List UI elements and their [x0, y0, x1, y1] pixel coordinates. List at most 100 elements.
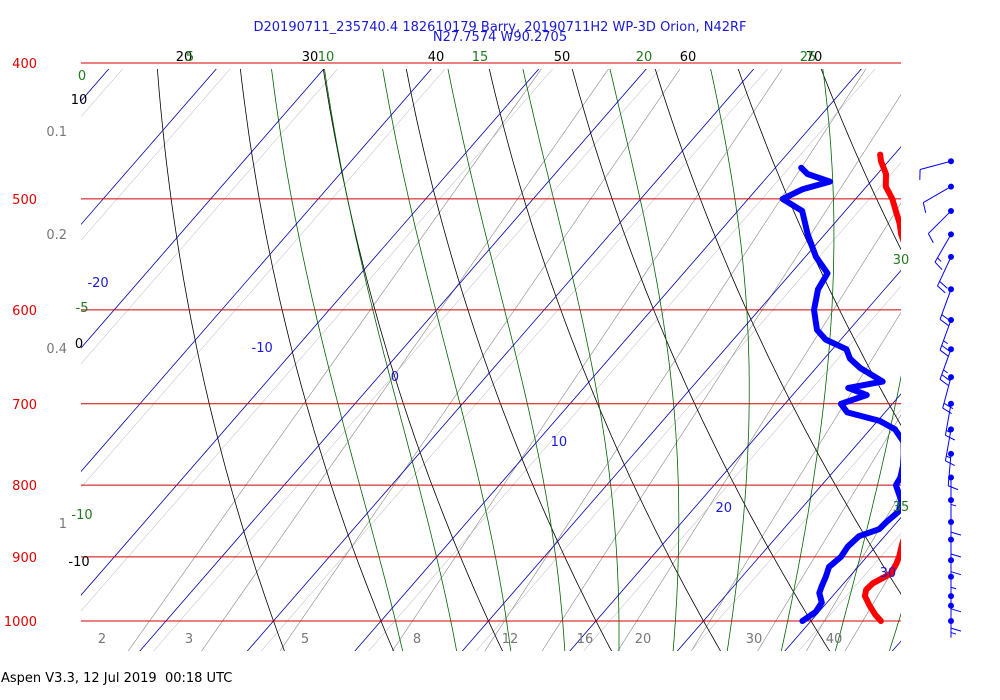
- wind-barb: [948, 474, 957, 510]
- mixing-ratio-line: [81, 69, 231, 241]
- wind-barb-flag: [943, 369, 948, 374]
- isotherm-lines: [0, 0, 901, 679]
- mixing-ratio-line: [127, 69, 542, 651]
- dry-adiabat-line: [970, 32, 1000, 657]
- moist-adiabat-label: 10: [318, 50, 335, 65]
- mixing-ratio-label: 1: [59, 517, 67, 532]
- isotherm-line: [139, 69, 647, 651]
- mixing-ratio-lines: [81, 0, 1000, 679]
- mixing-ratio-label: 40: [826, 632, 843, 647]
- mixing-ratio-label: 0.1: [46, 125, 67, 140]
- pressure-label: 900: [12, 551, 37, 566]
- mixing-ratio-line: [279, 69, 681, 651]
- mixing-ratio-line: [368, 69, 876, 651]
- wind-barb-flag: [942, 407, 952, 414]
- wind-barb-staff: [923, 186, 952, 204]
- wind-barb: [948, 536, 962, 576]
- isotherm-label: -10: [252, 341, 273, 356]
- wind-barb-flag: [937, 285, 946, 294]
- moist-adiabat-line: [324, 69, 458, 651]
- wind-barb: [939, 346, 954, 386]
- wind-barb-flag: [950, 553, 962, 558]
- mixing-ratio-label: 30: [746, 632, 763, 647]
- wind-barb-column: [919, 158, 962, 638]
- mixing-ratio-label: 20: [635, 632, 652, 647]
- wind-barb-flag: [950, 586, 957, 590]
- pressure-label: 800: [12, 479, 37, 494]
- isotherm-line: [354, 69, 862, 651]
- mixing-ratio-line: [484, 69, 867, 651]
- wind-barb-flag: [939, 281, 948, 289]
- moist-adiabat-line: [710, 69, 750, 651]
- wind-barb-flag: [937, 257, 942, 262]
- wind-barb: [937, 253, 954, 294]
- wind-barb-dot: [948, 618, 954, 624]
- moist-adiabat-label: 30: [893, 253, 910, 268]
- moist-adiabat-label: 20: [636, 50, 653, 65]
- wind-barb: [934, 231, 954, 271]
- mixing-ratio-line: [81, 69, 553, 612]
- isotherm-line: [0, 0, 77, 679]
- wind-barb-flag: [934, 261, 943, 271]
- sounding-profiles: [779, 151, 901, 624]
- mixing-ratio-line: [153, 69, 661, 651]
- isotherm-line: [81, 69, 217, 226]
- wind-barb-flag: [943, 340, 948, 345]
- moist-adiabat-line: [609, 69, 680, 651]
- wind-barb: [948, 618, 954, 624]
- mixing-ratio-line: [617, 202, 901, 651]
- wind-barb-flag: [950, 531, 962, 536]
- moist-adiabat-label: -10: [71, 508, 92, 523]
- mixing-ratio-line: [798, 532, 901, 651]
- isotherm-label: 20: [716, 501, 733, 516]
- mixing-ratio-line: [201, 69, 609, 651]
- mixing-ratio-line: [989, 0, 1000, 679]
- moist-adiabat-line: [888, 612, 901, 651]
- chart-subtitle: N27.7574 W90.2705: [433, 30, 567, 45]
- wind-barb-flag: [939, 349, 949, 357]
- wind-barb-staff: [944, 429, 952, 461]
- pressure-label: 600: [12, 304, 37, 319]
- moist-adiabat-label: 25: [800, 50, 817, 65]
- isotherm-line: [81, 69, 540, 596]
- dry-adiabat-line: [571, 69, 831, 651]
- isotherm-label: -20: [87, 276, 108, 291]
- mixing-ratio-line: [806, 492, 901, 651]
- wind-barb-flag: [950, 571, 962, 576]
- moist-adiabat-line: [522, 69, 620, 651]
- wind-barb: [947, 450, 959, 491]
- wind-barb-flag: [950, 632, 957, 635]
- wind-barb-staff: [928, 210, 952, 234]
- mixing-ratio-line: [81, 69, 123, 118]
- wind-barb: [944, 400, 955, 441]
- mixing-ratio-label: 16: [577, 632, 594, 647]
- wind-barb-flag: [950, 608, 962, 613]
- isotherm-line: [246, 69, 755, 651]
- pressure-label: 500: [12, 193, 37, 208]
- mixing-ratio-label: 0.2: [46, 228, 67, 243]
- moist-adiabat-line: [382, 69, 512, 651]
- dry-adiabat-label: 40: [428, 50, 445, 65]
- wind-barb-staff: [919, 160, 952, 170]
- wind-barb: [948, 497, 962, 536]
- mixing-ratio-line: [260, 69, 768, 651]
- dry-adiabat-label: 0: [75, 337, 83, 352]
- wind-barb-flag: [945, 434, 955, 441]
- isobar-lines: [81, 62, 901, 622]
- moist-adiabat-line: [447, 69, 566, 651]
- wind-barb-flag: [948, 485, 959, 491]
- wind-barb: [927, 207, 954, 244]
- wind-barb: [948, 593, 962, 632]
- moist-adiabat-line: [780, 69, 835, 651]
- isotherm-line: [81, 69, 110, 102]
- wind-barb-flag: [950, 627, 962, 632]
- wind-barb-flag: [943, 402, 954, 410]
- wind-barb-flag: [941, 374, 951, 382]
- dry-adiabat-label: 60: [680, 50, 697, 65]
- wind-barb-staff: [944, 403, 952, 436]
- mixing-ratio-line: [882, 0, 1000, 679]
- dry-adiabat-line: [488, 69, 722, 651]
- mixing-ratio-line: [583, 285, 901, 651]
- wind-barb-staff: [947, 453, 952, 486]
